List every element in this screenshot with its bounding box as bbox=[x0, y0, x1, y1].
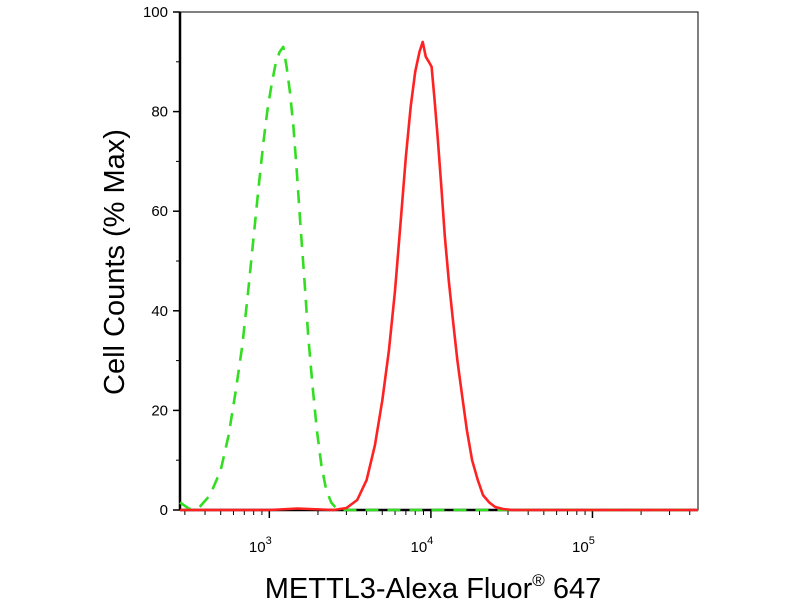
y-tick-label: 100 bbox=[143, 4, 168, 21]
y-tick-label: 60 bbox=[151, 203, 168, 220]
x-tick-label-base: 10 bbox=[572, 539, 589, 556]
series-line-solid-red bbox=[180, 40, 698, 512]
x-tick-label: 105 bbox=[572, 535, 595, 556]
x-tick-label: 103 bbox=[249, 535, 272, 556]
plot-border bbox=[179, 11, 699, 511]
x-axis-title: METTL3-Alexa Fluor® 647 bbox=[265, 571, 602, 600]
x-tick-label-exponent: 3 bbox=[266, 535, 272, 547]
x-axis-title-suffix: 647 bbox=[545, 573, 601, 600]
x-tick-label-exponent: 5 bbox=[589, 535, 595, 547]
x-tick-label-base: 10 bbox=[249, 539, 266, 556]
y-axis: 0 20 40 60 80 100 bbox=[143, 4, 180, 519]
series-layer bbox=[179, 40, 698, 512]
series-line-dashed-green bbox=[179, 45, 698, 512]
x-axis: 103 104 105 bbox=[184, 510, 691, 556]
y-tick-label: 20 bbox=[151, 402, 168, 419]
x-tick-label-base: 10 bbox=[410, 539, 427, 556]
y-tick-label: 40 bbox=[151, 303, 168, 320]
x-axis-title-main: METTL3-Alexa Fluor bbox=[265, 573, 533, 600]
y-axis-title: Cell Counts (% Max) bbox=[99, 129, 131, 395]
y-tick-label: 80 bbox=[151, 104, 168, 121]
plot-frame bbox=[178, 11, 699, 512]
x-tick-label: 104 bbox=[410, 535, 433, 556]
x-tick-label-exponent: 4 bbox=[427, 535, 433, 547]
x-axis-title-registered-mark: ® bbox=[532, 571, 545, 590]
y-tick-label: 0 bbox=[160, 502, 168, 519]
